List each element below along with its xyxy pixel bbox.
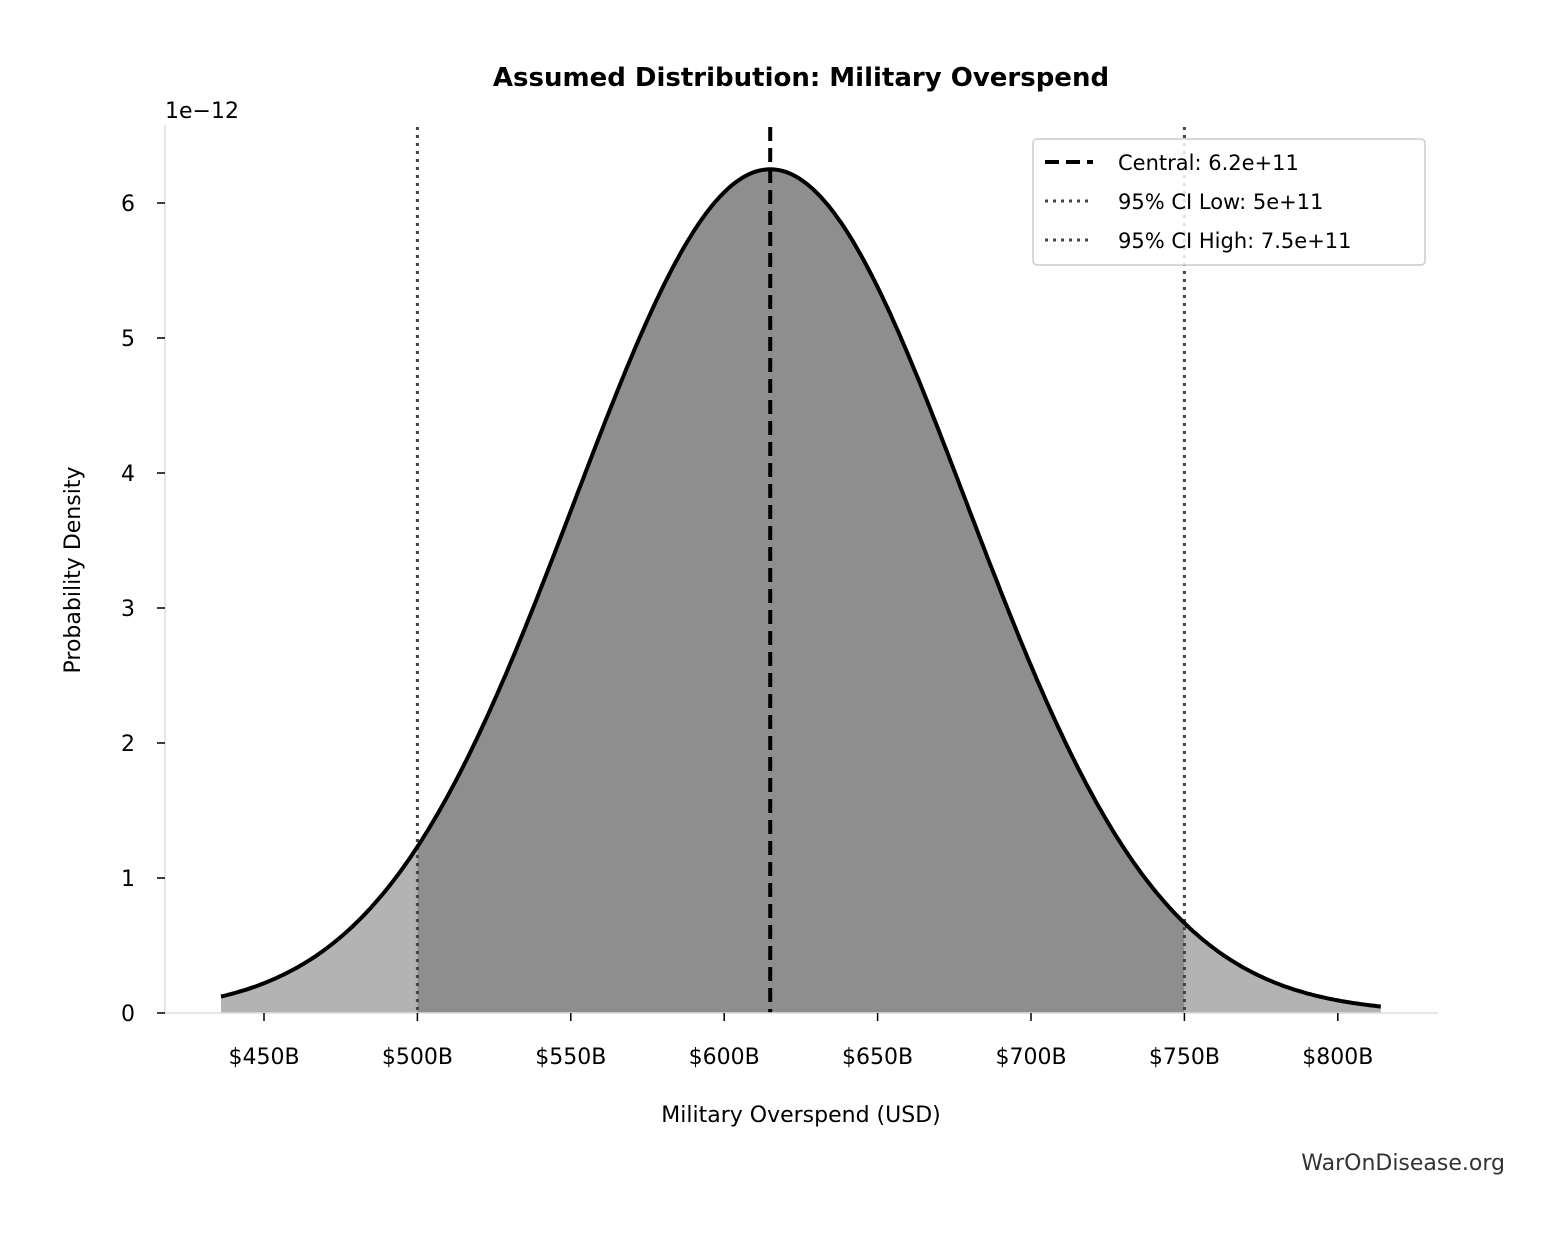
ci-fill	[417, 169, 1185, 1014]
x-tick-label: $500B	[382, 1045, 453, 1070]
chart-title: Assumed Distribution: Military Overspend	[493, 63, 1109, 93]
right-tail-fill	[1184, 923, 1381, 1013]
y-tick-label: 6	[121, 192, 135, 217]
x-tick-label: $450B	[228, 1045, 299, 1070]
x-tick-label: $800B	[1302, 1045, 1373, 1070]
y-axis-label: Probability Density	[61, 467, 86, 674]
x-tick-label: $600B	[689, 1045, 760, 1070]
legend-box	[1032, 138, 1426, 266]
watermark: WarOnDisease.org	[1301, 1151, 1505, 1176]
legend-label: Central: 6.2e+11	[1118, 151, 1299, 175]
y-tick-label: 0	[121, 1002, 135, 1027]
x-tick-label: $700B	[995, 1045, 1066, 1070]
y-tick-label: 3	[121, 597, 135, 622]
y-offset-label: 1e−12	[165, 99, 239, 124]
x-tick-label: $750B	[1149, 1045, 1220, 1070]
x-axis-label: Military Overspend (USD)	[661, 1103, 940, 1128]
y-tick-label: 2	[121, 732, 135, 757]
legend-label: 95% CI High: 7.5e+11	[1118, 229, 1352, 253]
density-curve	[220, 167, 1381, 1009]
y-tick-label: 1	[121, 867, 135, 892]
x-tick-label: $650B	[842, 1045, 913, 1070]
y-tick-label: 5	[121, 327, 135, 352]
x-tick-label: $550B	[535, 1045, 606, 1070]
y-tick-label: 4	[121, 462, 135, 487]
legend: Central: 6.2e+11 95% CI Low: 5e+11 95% CI …	[1032, 138, 1426, 266]
legend-label: 95% CI Low: 5e+11	[1118, 190, 1323, 214]
left-tail-fill	[221, 846, 418, 1013]
